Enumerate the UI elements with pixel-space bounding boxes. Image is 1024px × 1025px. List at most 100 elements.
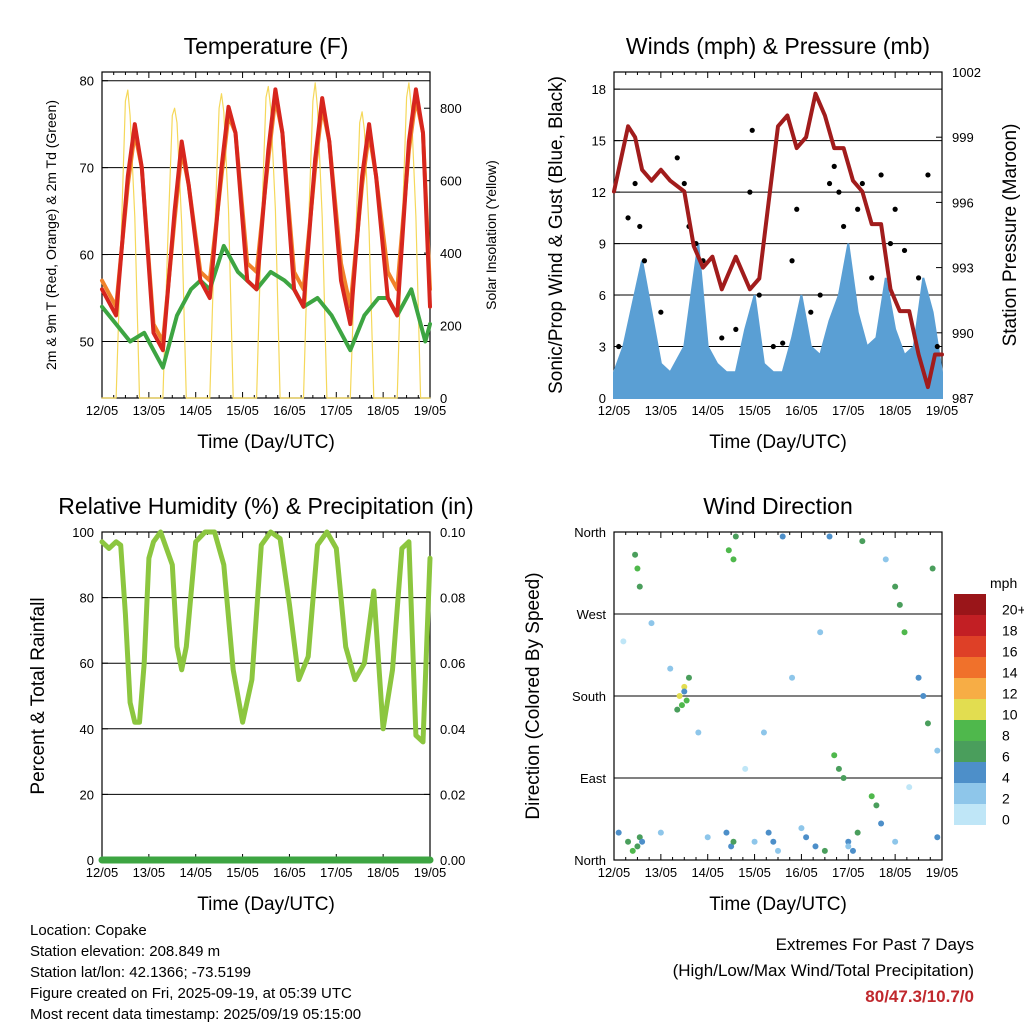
winds-ytick-right-label: 996 — [952, 195, 974, 210]
humidity-xtick-label: 15/05 — [226, 865, 259, 880]
legend-swatch — [954, 699, 986, 720]
direction-point — [681, 688, 688, 695]
legend-label: 20+ — [1002, 602, 1024, 618]
legend-swatch — [954, 594, 986, 615]
extremes-title: Extremes For Past 7 Days — [775, 935, 974, 954]
temperature-xtick-label: 14/05 — [179, 403, 212, 418]
temperature-title: Temperature (F) — [184, 33, 349, 59]
gust-point — [826, 180, 833, 187]
extremes-subtitle: (High/Low/Max Wind/Total Precipitation) — [672, 961, 974, 980]
winds-ytick-label: 6 — [599, 288, 606, 303]
gust-point — [770, 343, 776, 350]
direction-point — [901, 629, 908, 636]
legend-label: 6 — [1002, 749, 1010, 765]
legend-swatch — [954, 783, 986, 804]
direction-point — [730, 556, 737, 563]
direction-point — [826, 533, 833, 540]
direction-point — [760, 729, 767, 736]
winds-ylabel-right: Station Pressure (Maroon) — [1000, 124, 1021, 347]
gust-point — [925, 172, 931, 178]
gust-point — [749, 127, 755, 133]
direction-point — [620, 638, 627, 645]
pressure-line — [612, 91, 944, 390]
humidity-ylabel: Percent & Total Rainfall — [28, 597, 49, 794]
winds-title: Winds (mph) & Pressure (mb) — [626, 33, 930, 59]
gust-point — [934, 343, 940, 350]
temperature-xtick-label: 13/05 — [133, 403, 166, 418]
winds-ylabel: Sonic/Prop Wind & Gust (Blue, Black) — [546, 76, 567, 394]
temperature-ytick-label: 70 — [80, 161, 94, 176]
gust-point — [681, 180, 687, 187]
winds-xtick-label: 19/05 — [926, 403, 959, 418]
direction-ytick-label: South — [572, 689, 606, 704]
direction-point — [683, 697, 690, 704]
temperature-ytick-label: 60 — [80, 248, 94, 263]
direction-xtick-label: 13/05 — [645, 865, 678, 880]
legend-unit: mph — [990, 575, 1017, 591]
winds-xlabel: Time (Day/UTC) — [709, 432, 847, 453]
direction-point — [634, 565, 641, 572]
timestamp-text: Most recent data timestamp: 2025/09/19 0… — [30, 1006, 362, 1023]
direction-point — [732, 533, 739, 540]
temperature-ytick-label: 50 — [80, 334, 94, 349]
direction-xtick-label: 18/05 — [879, 865, 912, 880]
direction-point — [845, 838, 852, 845]
direction-point — [812, 843, 819, 850]
winds-xtick-label: 16/05 — [785, 403, 818, 418]
winds-ytick-right-label: 993 — [952, 261, 974, 276]
temperature-xtick-label: 12/05 — [86, 403, 119, 418]
gust-point — [855, 206, 861, 212]
legend-swatch — [954, 720, 986, 741]
humidity-xtick-label: 12/05 — [86, 865, 119, 880]
legend-swatch — [954, 762, 986, 783]
humidity-title: Relative Humidity (%) & Precipitation (i… — [58, 493, 473, 519]
legend-label: 8 — [1002, 728, 1010, 744]
legend-label: 12 — [1002, 686, 1018, 702]
temperature-ytick-right-label: 400 — [440, 246, 462, 261]
direction-point — [779, 533, 786, 540]
direction-point — [817, 629, 824, 636]
direction-point — [704, 834, 711, 841]
temperature-ytick-right-label: 800 — [440, 101, 462, 116]
winds-ytick-right-label: 990 — [952, 326, 974, 341]
legend-swatch — [954, 804, 986, 825]
humidity-ytick-label: 60 — [80, 656, 94, 671]
direction-point — [840, 775, 847, 781]
gust-point — [756, 292, 762, 298]
legend-label: 14 — [1002, 665, 1018, 681]
winds-xtick-label: 12/05 — [598, 403, 631, 418]
legend-swatch — [954, 678, 986, 699]
direction-point — [725, 547, 732, 554]
direction-xtick-label: 16/05 — [785, 865, 818, 880]
humidity-ytick-label: 100 — [72, 525, 94, 540]
gust-point — [632, 180, 638, 187]
direction-point — [681, 683, 688, 690]
direction-point — [859, 538, 866, 545]
gust-point — [641, 258, 648, 264]
winds-xtick-label: 18/05 — [879, 403, 912, 418]
legend-swatch — [954, 615, 986, 636]
direction-point — [639, 838, 646, 845]
direction-point — [882, 556, 889, 563]
gust-point — [887, 240, 894, 247]
humidity-ytick-right-label: 0.02 — [440, 787, 465, 802]
temperature-xtick-label: 17/05 — [320, 403, 353, 418]
winds-xtick-label: 17/05 — [832, 403, 865, 418]
direction-point — [775, 847, 781, 854]
winds-ytick-label: 12 — [592, 185, 606, 200]
gust-point — [794, 206, 800, 212]
humidity-line — [99, 529, 433, 745]
winds-ytick-label: 0 — [599, 391, 606, 406]
direction-point — [632, 551, 639, 558]
direction-point — [674, 706, 681, 713]
gust-point — [915, 275, 922, 281]
humidity-ytick-label: 0 — [87, 853, 94, 868]
direction-xlabel: Time (Day/UTC) — [709, 894, 847, 915]
direction-point — [789, 674, 796, 681]
temperature-ylabel-right: Solar Insolation (Yellow) — [483, 160, 499, 310]
direction-point — [821, 847, 828, 854]
direction-point — [803, 834, 810, 841]
temperature-ytick-right-label: 0 — [440, 391, 447, 406]
humidity-xtick-label: 17/05 — [320, 865, 353, 880]
